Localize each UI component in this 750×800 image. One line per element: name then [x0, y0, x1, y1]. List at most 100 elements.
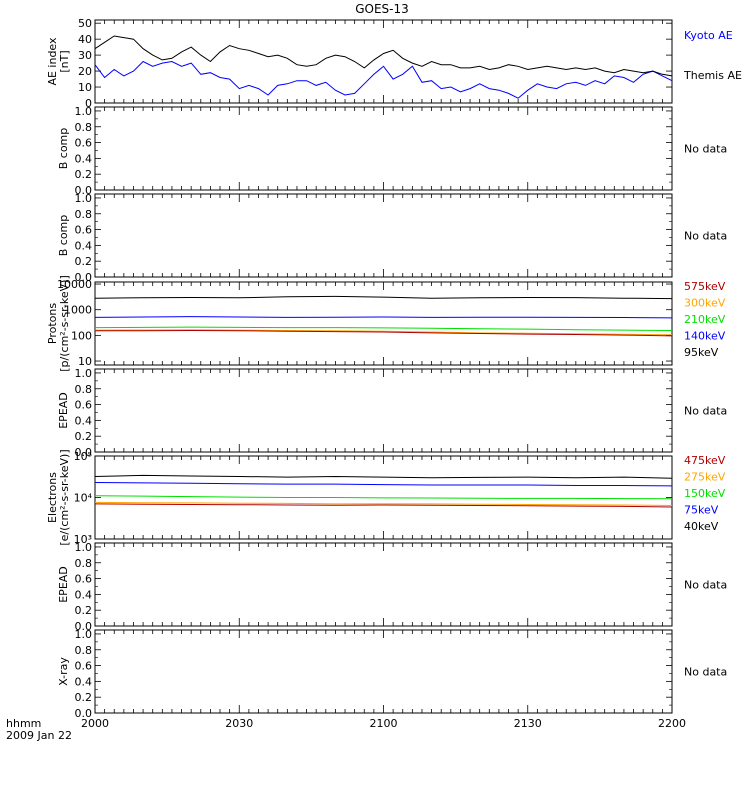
legend-label-kyoto-ae: Kyoto AE — [684, 29, 733, 42]
y-tick-label: 0.8 — [75, 208, 93, 221]
y-tick-label: 1.0 — [75, 367, 93, 380]
panel-xray: 0.0 0.2 0.4 0.6 0.8 1.0 X-ray No data — [57, 628, 727, 720]
y-axis-label: EPEAD — [57, 392, 70, 429]
y-tick-label: 0.6 — [75, 399, 93, 412]
date-label: 2009 Jan 22 — [6, 729, 72, 742]
y-axis-label: Protons — [46, 303, 59, 344]
y-tick-label: 10³ — [74, 533, 92, 546]
time-tick-label: 2200 — [658, 717, 686, 730]
y-tick-label: 10000 — [57, 278, 92, 291]
y-tick-label: 0.2 — [75, 691, 93, 704]
no-data-label: No data — [684, 230, 727, 243]
y-tick-label: 0.2 — [75, 168, 93, 181]
legend-label-275kev: 275keV — [684, 471, 726, 484]
panel-epead1: 0.0 0.2 0.4 0.6 0.8 1.0 EPEAD No data — [57, 367, 727, 459]
no-data-label: No data — [684, 579, 727, 592]
y-tick-label: 0.8 — [75, 644, 93, 657]
y-tick-label: 0 — [85, 97, 92, 110]
time-tick-label: 2000 — [81, 717, 109, 730]
legend-label-95kev: 95keV — [684, 346, 719, 359]
y-tick-label: 30 — [78, 49, 92, 62]
y-tick-label: 0.0 — [75, 707, 93, 720]
series-line-210kev — [94, 326, 673, 331]
y-tick-label: 10 — [78, 355, 92, 368]
no-data-label: No data — [684, 405, 727, 418]
legend-label-75kev: 75keV — [684, 504, 719, 517]
y-tick-label: 0.4 — [75, 239, 93, 252]
y-tick-label: 1.0 — [75, 105, 93, 118]
legend-label-150kev: 150keV — [684, 487, 726, 500]
y-tick-label: 20 — [78, 65, 92, 78]
legend-label-40kev: 40keV — [684, 520, 719, 533]
y-tick-label: 0.4 — [75, 675, 93, 688]
y-tick-label: 0.4 — [75, 588, 93, 601]
y-axis-label: [nT] — [58, 50, 71, 72]
y-axis-label: [p/(cm²-s-sr-keV)] — [58, 275, 71, 372]
legend-label-475kev: 475keV — [684, 454, 726, 467]
y-axis-label: [e/(cm²-s-sr-keV)] — [58, 449, 71, 545]
panel-frame — [94, 106, 673, 191]
y-axis-label: X-ray — [57, 657, 70, 686]
y-axis-label: B comp — [57, 215, 70, 257]
no-data-label: No data — [684, 143, 727, 156]
y-tick-label: 40 — [78, 33, 92, 46]
y-tick-label: 0.6 — [75, 573, 93, 586]
series-line-themis-ae — [94, 35, 673, 77]
legend-label-210kev: 210keV — [684, 313, 726, 326]
series-line-75kev — [94, 482, 673, 487]
time-axis-corner-label: hhmm — [6, 717, 41, 730]
y-tick-label: 10 — [78, 81, 92, 94]
series-line-275kev — [94, 501, 673, 506]
panel-frame — [94, 193, 673, 278]
y-tick-label: 0.8 — [75, 383, 93, 396]
panel-ae: 0 10 20 30 40 50 AE index [nT] Kyoto AE Themis AE — [46, 17, 742, 110]
legend-label-575kev: 575keV — [684, 280, 726, 293]
series-line-475kev — [94, 503, 673, 508]
y-tick-label: 1.0 — [75, 192, 93, 205]
time-tick-label: 2100 — [370, 717, 398, 730]
y-tick-label: 10⁴ — [74, 492, 93, 505]
series-line-300kev — [94, 329, 673, 336]
y-tick-label: 0.8 — [75, 557, 93, 570]
y-tick-label: 0.6 — [75, 224, 93, 237]
y-axis-label: B comp — [57, 128, 70, 170]
y-tick-label: 0.2 — [75, 604, 93, 617]
y-tick-label: 1000 — [64, 304, 92, 317]
y-tick-label: 1.0 — [75, 628, 93, 641]
y-axis-label: EPEAD — [57, 566, 70, 603]
series-line-40kev — [94, 474, 673, 479]
y-tick-label: 0.0 — [75, 446, 93, 459]
panel-frame — [94, 368, 673, 453]
y-tick-label: 0.0 — [75, 184, 93, 197]
y-tick-label: 0.0 — [75, 620, 93, 633]
y-tick-label: 1.0 — [75, 541, 93, 554]
y-tick-label: 0.6 — [75, 660, 93, 673]
legend-label-140kev: 140keV — [684, 330, 726, 343]
series-line-140kev — [94, 316, 673, 319]
time-tick-label: 2030 — [225, 717, 253, 730]
y-tick-label: 0.4 — [75, 414, 93, 427]
series-line-95kev — [94, 295, 673, 300]
panel-frame — [94, 281, 673, 366]
panel-bcomp2: 0.0 0.2 0.4 0.6 0.8 1.0 B comp No data — [57, 192, 727, 284]
panel-electrons: 10³ 10⁴ 10⁵ Electrons [e/(cm²-s-sr-keV)] 475k… — [46, 449, 726, 546]
y-tick-label: 50 — [78, 17, 92, 30]
y-axis-label: Electrons — [46, 472, 59, 523]
panel-frame — [94, 629, 673, 714]
panel-frame — [94, 19, 673, 104]
series-line-575kev — [94, 329, 673, 337]
time-tick-label: 2130 — [514, 717, 542, 730]
panel-frame — [94, 542, 673, 627]
series-line-150kev — [94, 495, 673, 500]
panel-bcomp1: 0.0 0.2 0.4 0.6 0.8 1.0 B comp No data — [57, 105, 727, 197]
y-tick-label: 0.2 — [75, 255, 93, 268]
plot-title: GOES-13 — [355, 2, 409, 16]
y-axis-label: AE index — [46, 37, 59, 86]
panel-protons: 10 100 1000 10000 Protons [p/(cm²-s-sr-keV)] 5… — [46, 275, 726, 372]
series-line-kyoto-ae — [94, 60, 673, 99]
y-tick-label: 0.8 — [75, 121, 93, 134]
y-tick-label: 0.4 — [75, 152, 93, 165]
y-tick-label: 10⁵ — [74, 450, 92, 463]
y-tick-label: 0.6 — [75, 137, 93, 150]
